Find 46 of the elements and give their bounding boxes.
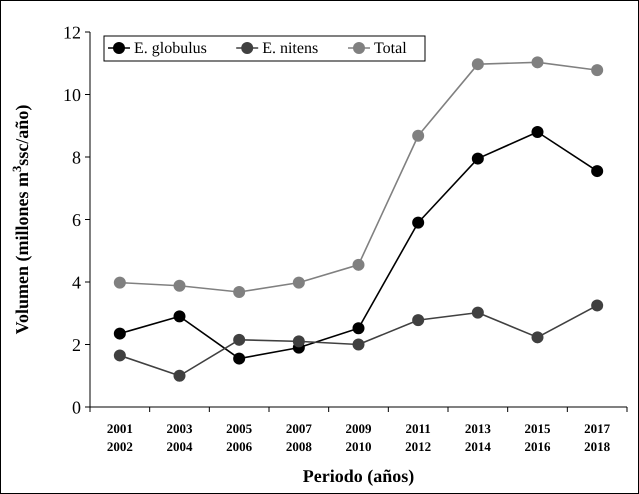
point: [292, 276, 305, 289]
point: [233, 352, 246, 365]
point: [472, 152, 484, 165]
point: [591, 165, 604, 178]
legend-label: Total: [374, 40, 408, 57]
point: [292, 335, 305, 348]
point: [233, 286, 246, 298]
x-axis-title: Periodo (años): [302, 466, 414, 486]
y-tick-label: 0: [72, 397, 81, 418]
point: [352, 258, 364, 271]
point: [174, 280, 186, 292]
point: [114, 276, 126, 289]
y-tick-label: 2: [72, 334, 81, 355]
point: [412, 130, 424, 142]
point: [532, 56, 544, 68]
y-tick-label: 4: [72, 272, 81, 292]
x-tick-label: 2013 2014: [464, 421, 492, 454]
x-tick-label: 2015 2016: [524, 421, 551, 454]
point: [532, 126, 544, 138]
x-tick-label: 2009 2010: [346, 421, 372, 454]
x-tick-label: 2007 2008: [286, 421, 312, 454]
legend-label: E. globulus: [134, 40, 207, 57]
point: [233, 334, 246, 346]
point: [412, 216, 424, 229]
point: [591, 64, 604, 76]
x-tick-label: 2003 2004: [166, 421, 193, 454]
point: [352, 322, 364, 334]
point: [472, 58, 484, 70]
legend-label: E. nitens: [262, 40, 318, 57]
point: [114, 328, 126, 340]
y-tick-label: 10: [63, 84, 81, 105]
y-tick-label: 6: [72, 210, 81, 230]
x-tick-label: 2011 2012: [405, 421, 432, 454]
x-tick-label: 2001 2002: [106, 421, 133, 454]
point: [352, 338, 364, 350]
point: [412, 314, 424, 326]
point: [174, 310, 186, 322]
y-tick-label: 8: [72, 147, 81, 168]
x-tick-label: 2005 2006: [226, 421, 253, 454]
point: [472, 306, 484, 319]
point: [114, 349, 126, 362]
y-tick-label: 12: [63, 22, 81, 42]
x-tick-label: 2017 2018: [584, 421, 611, 454]
point: [174, 370, 186, 382]
point: [532, 331, 544, 344]
point: [591, 299, 604, 312]
